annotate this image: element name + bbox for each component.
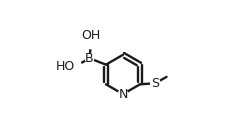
Circle shape: [85, 54, 93, 63]
Circle shape: [118, 89, 127, 99]
Text: N: N: [118, 88, 127, 101]
Circle shape: [150, 79, 159, 88]
Text: B: B: [85, 52, 93, 65]
Text: S: S: [151, 77, 159, 90]
Circle shape: [85, 37, 96, 49]
Text: OH: OH: [81, 29, 100, 42]
Text: HO: HO: [55, 60, 74, 73]
Circle shape: [70, 60, 81, 72]
